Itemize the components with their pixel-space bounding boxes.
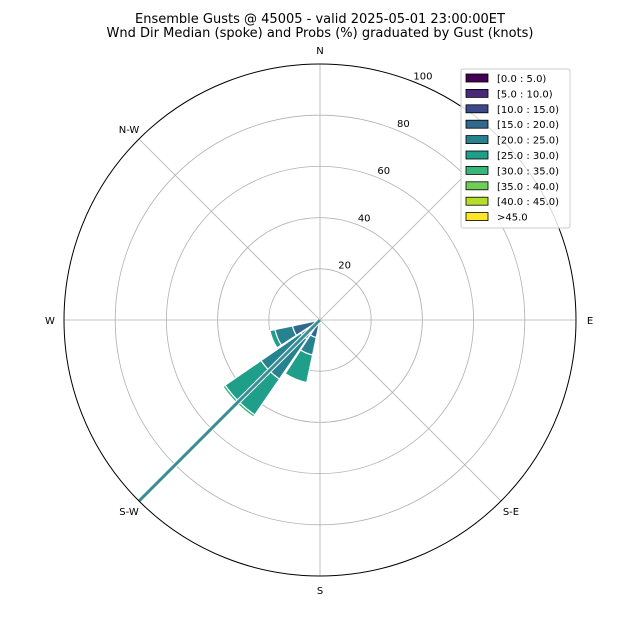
- legend-label: [25.0 : 30.0): [497, 151, 559, 162]
- chart-title: Ensemble Gusts @ 45005 - valid 2025-05-0…: [135, 12, 505, 27]
- legend-label: [0.0 : 5.0): [497, 74, 546, 85]
- legend-label: [30.0 : 35.0): [497, 166, 559, 177]
- sector-bin-6: [222, 384, 256, 418]
- radial-tick-label: 80: [397, 119, 410, 130]
- legend-swatch: [465, 181, 489, 191]
- legend-label: [20.0 : 25.0): [497, 136, 559, 147]
- sector-bin-5: [284, 349, 314, 384]
- direction-label: E: [587, 316, 593, 327]
- sector-bin-5: [269, 328, 283, 349]
- direction-label: N-W: [119, 125, 140, 136]
- direction-labels: N N-W W S-W S S-E E: [45, 46, 593, 597]
- legend-swatch: [465, 119, 489, 129]
- radial-tick-label: 100: [413, 71, 432, 82]
- legend-items: [0.0 : 5.0) [5.0 : 10.0) [10.0 : 15.0) [15.…: [465, 73, 559, 224]
- median-spoke: [137, 318, 322, 503]
- legend-swatch: [465, 196, 489, 206]
- radial-tick-label: 20: [338, 261, 351, 272]
- direction-label: S: [317, 586, 323, 597]
- chart-subtitle: Wnd Dir Median (spoke) and Probs (%) gra…: [107, 26, 534, 41]
- direction-label: S-E: [503, 507, 519, 518]
- legend-label: [35.0 : 40.0): [497, 182, 559, 193]
- legend-label: [15.0 : 20.0): [497, 120, 559, 131]
- outer-ring: [63, 63, 577, 577]
- radial-tick-label: 40: [358, 213, 371, 224]
- legend-label: >45.0: [497, 213, 528, 224]
- radial-tick-label: 60: [377, 166, 390, 177]
- legend-swatch: [465, 212, 489, 222]
- legend: [0.0 : 5.0) [5.0 : 10.0) [10.0 : 15.0) [15.…: [460, 68, 571, 229]
- legend-label: [10.0 : 15.0): [497, 105, 559, 116]
- direction-label: S-W: [119, 507, 139, 518]
- spoke-line: [137, 318, 322, 503]
- direction-label: N: [316, 46, 323, 57]
- legend-swatch: [465, 73, 489, 83]
- direction-label: W: [45, 316, 55, 327]
- legend-swatch: [465, 89, 489, 98]
- legend-swatch: [465, 135, 489, 145]
- legend-label: [40.0 : 45.0): [497, 197, 559, 208]
- legend-label: [5.0 : 10.0): [497, 89, 553, 100]
- grid-spoke: [138, 138, 321, 321]
- legend-swatch: [465, 150, 489, 160]
- grid-spoke: [319, 319, 502, 502]
- radial-tick-labels: 20 40 60 80 100: [338, 71, 432, 271]
- legend-swatch: [465, 104, 489, 114]
- legend-swatch: [465, 165, 489, 175]
